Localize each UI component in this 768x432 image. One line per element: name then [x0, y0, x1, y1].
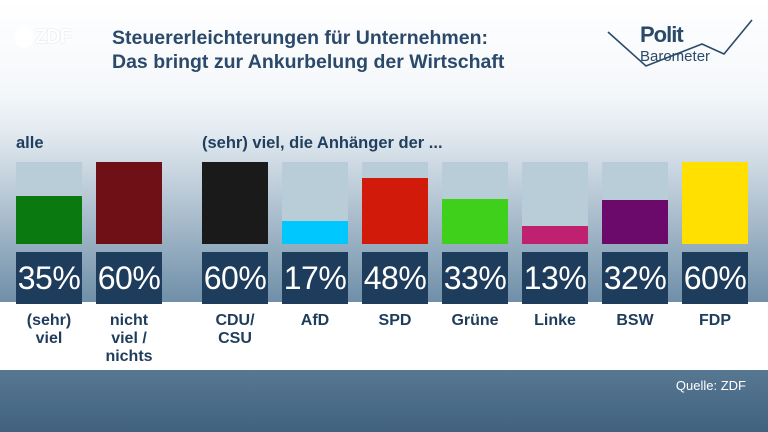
bar-category-label: Linke	[522, 312, 588, 330]
chart-title: Steuererleichterungen für Unternehmen: D…	[112, 26, 504, 74]
bar-value-label: 60%	[96, 252, 162, 304]
bar-value-label: 60%	[202, 252, 268, 304]
bar-track	[362, 162, 428, 244]
bar-track	[282, 162, 348, 244]
category-label-strip	[0, 302, 768, 370]
bar-fill	[16, 196, 82, 244]
bar-category-label: Grüne	[442, 312, 508, 330]
bar-value-label: 17%	[282, 252, 348, 304]
bar-category-label-line: AfD	[300, 312, 330, 329]
bar-category-label-line: Grüne	[451, 312, 499, 329]
bar-fill	[202, 162, 268, 244]
bar-category-label: FDP	[682, 312, 748, 330]
bar-value-label: 48%	[362, 252, 428, 304]
bar-category-label-line: (sehr)	[26, 312, 72, 329]
bar-category-label: AfD	[282, 312, 348, 330]
bar-category-label-line: viel	[35, 330, 63, 347]
bar-track	[602, 162, 668, 244]
bar-value-label: 35%	[16, 252, 82, 304]
bar-track	[16, 162, 82, 244]
bar-category-label: SPD	[362, 312, 428, 330]
bar-category-label: (sehr) viel	[16, 312, 82, 348]
bar-track	[202, 162, 268, 244]
politbarometer-logo: Polit Barometer	[606, 14, 756, 74]
bar-track	[442, 162, 508, 244]
bar-value-label: 60%	[682, 252, 748, 304]
bar-value-label: 33%	[442, 252, 508, 304]
bar-category-label-line: CSU	[218, 330, 252, 347]
bar-fill	[362, 178, 428, 244]
bar-value-label: 32%	[602, 252, 668, 304]
bar-category-label: CDU/CSU	[202, 312, 268, 348]
zigzag-icon	[607, 19, 753, 67]
bar-track	[522, 162, 588, 244]
bar-category-label-line: nicht	[109, 312, 149, 329]
bar-category-label-line: SPD	[378, 312, 412, 329]
bar-value-label: 13%	[522, 252, 588, 304]
bar-fill	[522, 226, 588, 244]
bar-track	[682, 162, 748, 244]
bar-category-label: BSW	[602, 312, 668, 330]
section-label-supporters: (sehr) viel, die Anhänger der ...	[202, 134, 443, 152]
bar-category-label-line: FDP	[699, 312, 731, 329]
bar-category-label: nicht viel / nichts	[96, 312, 162, 366]
zdf-logo-text: ZDF	[35, 26, 72, 49]
bar-fill	[96, 162, 162, 244]
politbarometer-barometer: Barometer	[640, 48, 711, 65]
zdf-logo-mark-icon	[14, 27, 34, 48]
bar-track	[96, 162, 162, 244]
bar-fill	[602, 200, 668, 244]
bar-fill	[442, 199, 508, 244]
bar-fill	[282, 221, 348, 244]
bar-category-label-line: BSW	[616, 312, 654, 329]
bar-category-label-line: CDU/	[215, 312, 255, 329]
bar-category-label-line: viel /	[111, 330, 147, 347]
section-label-all: alle	[16, 134, 44, 152]
source-note: Quelle: ZDF	[675, 378, 746, 393]
chart-title-line2: Das bringt zur Ankurbelung der Wirtschaf…	[112, 51, 505, 73]
bar-fill	[682, 162, 748, 244]
bar-category-label-line: nichts	[105, 348, 153, 365]
chart-title-line1: Steuererleichterungen für Unternehmen:	[112, 27, 488, 49]
bar-category-label-line: Linke	[534, 312, 576, 329]
zdf-logo: ZDF	[14, 26, 78, 50]
politbarometer-polit: Polit	[640, 22, 684, 47]
